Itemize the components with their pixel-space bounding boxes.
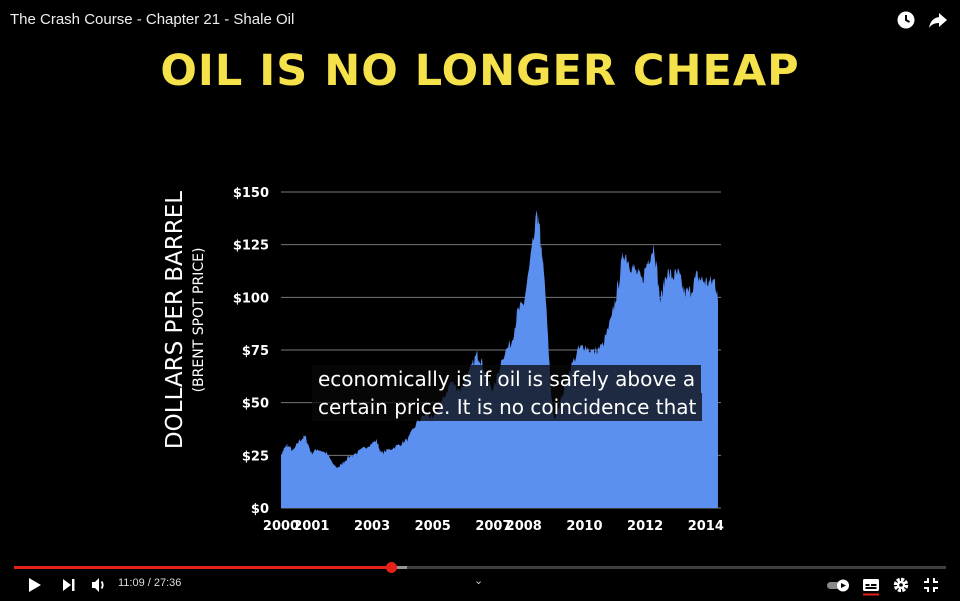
y-tick-label: $100 (233, 291, 269, 306)
y-axis-sublabel: (BRENT SPOT PRICE) (191, 248, 207, 393)
x-tick-label: 2007 (475, 519, 511, 534)
next-button[interactable] (58, 574, 80, 596)
progress-bar[interactable] (14, 562, 946, 573)
x-tick-label: 2005 (415, 519, 451, 534)
chevron-down-icon[interactable]: ⌄ (474, 575, 484, 587)
x-tick-label: 2014 (688, 519, 724, 534)
settings-gear-icon[interactable] (890, 574, 912, 596)
y-axis-ticks: $0 $25 $50 $75 $100 $125 $150 (233, 186, 269, 517)
played-bar (14, 566, 391, 569)
y-tick-label: $25 (242, 449, 269, 464)
autoplay-toggle[interactable] (826, 574, 852, 596)
y-axis-label: DOLLARS PER BARREL (162, 191, 188, 449)
y-tick-label: $50 (242, 397, 269, 412)
y-tick-label: $150 (233, 186, 269, 201)
y-tick-label: $75 (242, 344, 269, 359)
x-tick-label: 2010 (566, 519, 602, 534)
x-tick-label: 2012 (627, 519, 663, 534)
scrubber-handle[interactable] (385, 562, 397, 573)
video-title[interactable]: The Crash Course - Chapter 21 - Shale Oi… (10, 11, 295, 28)
volume-icon[interactable] (88, 574, 110, 596)
watch-later-icon[interactable] (896, 10, 916, 30)
x-tick-label: 2008 (506, 519, 542, 534)
play-button[interactable] (24, 574, 46, 596)
y-tick-label: $0 (251, 502, 269, 517)
player-controls: 11:09 / 27:36 ⌄ (0, 572, 960, 596)
current-time: 11:09 (118, 577, 145, 589)
caption-line-2: certain price. It is no coincidence that (312, 393, 703, 421)
subtitles-button[interactable] (860, 574, 882, 596)
duration: 27:36 (153, 577, 182, 589)
y-tick-label: $125 (233, 239, 269, 254)
slide-title: OIL IS NO LONGER CHEAP (160, 46, 800, 96)
x-tick-label: 2000 (263, 519, 299, 534)
time-display: 11:09 / 27:36 (118, 577, 182, 589)
x-tick-label: 2001 (293, 519, 329, 534)
brent-price-area (281, 210, 718, 508)
share-icon[interactable] (928, 10, 948, 30)
caption-box: economically is if oil is safely above a… (312, 365, 703, 421)
top-icons (896, 10, 948, 30)
caption-line-1: economically is if oil is safely above a (312, 365, 702, 393)
x-tick-label: 2003 (354, 519, 390, 534)
exit-fullscreen-icon[interactable] (920, 574, 942, 596)
